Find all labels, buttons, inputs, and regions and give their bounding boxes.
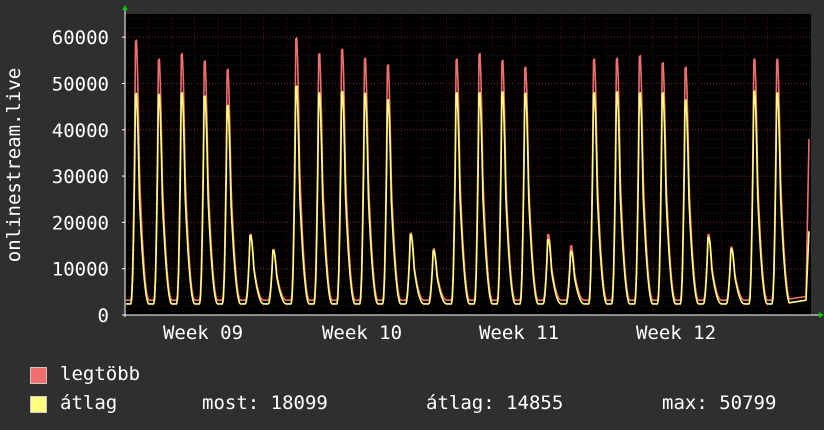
axis-labels: 0 10000 20000 30000 40000 50000 60000 Week 09 We… (3, 27, 716, 344)
legend-label-average: átlag (60, 392, 118, 414)
y-tick-label: 0 (98, 305, 109, 327)
legend-row-max: legtöbb (0, 363, 824, 389)
series-group (126, 37, 810, 305)
y-axis-title: onlinestream.live (3, 68, 25, 262)
plot-area (125, 14, 811, 315)
y-tick-label: 20000 (52, 212, 109, 234)
stat-average: átlag: 14855 (426, 392, 564, 414)
x-tick-label: Week 11 (479, 322, 559, 344)
legend-label-max: legtöbb (60, 363, 141, 385)
x-tick-label: Week 09 (163, 322, 243, 344)
axes (122, 5, 824, 318)
y-tick-label: 50000 (52, 73, 109, 95)
y-tick-label: 30000 (52, 166, 109, 188)
x-axis-arrow (819, 312, 824, 318)
x-tick-label: Week 10 (322, 322, 402, 344)
x-tick-label: Week 12 (636, 322, 716, 344)
series-line (126, 85, 810, 305)
y-tick-label: 60000 (52, 27, 109, 49)
legend-swatch-max (30, 367, 47, 384)
y-tick-label: 40000 (52, 120, 109, 142)
y-tick-label: 10000 (52, 259, 109, 281)
legend-swatch-average (30, 396, 47, 413)
legend-row-average: átlag most: 18099 átlag: 14855 max: 5079… (0, 392, 824, 418)
stat-max: max: 50799 (662, 392, 777, 414)
grid (125, 14, 811, 315)
stat-current: most: 18099 (202, 392, 328, 414)
y-axis-arrow (122, 5, 128, 10)
